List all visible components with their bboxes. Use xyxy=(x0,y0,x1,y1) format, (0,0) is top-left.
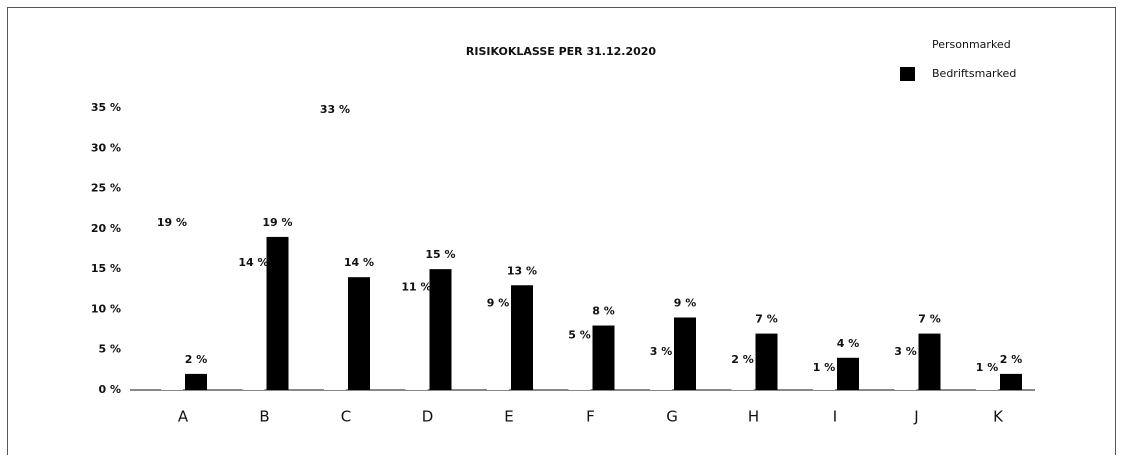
x-tick-label: C xyxy=(341,408,351,426)
bar xyxy=(650,365,672,390)
x-tick-label: K xyxy=(993,408,1004,426)
data-label: 1 % xyxy=(976,361,999,374)
bar xyxy=(324,124,346,390)
bar xyxy=(813,381,835,390)
y-tick-label: 10 % xyxy=(91,302,121,315)
x-tick-label: F xyxy=(586,408,595,426)
data-label: 9 % xyxy=(487,296,510,309)
data-label: 14 % xyxy=(238,256,268,269)
frame xyxy=(7,7,1116,455)
y-tick-label: 25 % xyxy=(91,182,121,195)
x-tick-label: G xyxy=(666,408,678,426)
data-label: 1 % xyxy=(813,361,836,374)
bar xyxy=(755,333,778,390)
legend-label: Bedriftsmarked xyxy=(932,67,1016,80)
data-label: 15 % xyxy=(425,248,455,261)
data-label: 14 % xyxy=(344,256,374,269)
x-tick-label: H xyxy=(748,408,759,426)
y-tick-label: 35 % xyxy=(91,101,121,114)
data-label: 4 % xyxy=(837,337,860,350)
data-label: 2 % xyxy=(185,353,208,366)
bar xyxy=(429,269,452,390)
bar xyxy=(185,373,207,390)
bar xyxy=(405,301,428,390)
data-label: 11 % xyxy=(401,280,431,293)
bar xyxy=(242,277,265,390)
data-label: 19 % xyxy=(157,216,187,229)
bar xyxy=(674,317,696,390)
y-tick-label: 20 % xyxy=(91,222,121,235)
data-label: 33 % xyxy=(320,103,350,116)
data-label: 7 % xyxy=(755,313,778,326)
data-label: 13 % xyxy=(507,264,537,277)
bar xyxy=(348,277,370,390)
x-tick-label: B xyxy=(259,408,269,426)
bar xyxy=(894,365,917,390)
bar xyxy=(511,285,533,390)
x-tick-label: I xyxy=(833,408,837,426)
x-tick-label: D xyxy=(422,408,434,426)
data-label: 9 % xyxy=(674,296,697,309)
x-tick-label: J xyxy=(913,408,918,426)
bar xyxy=(568,349,591,390)
bar xyxy=(976,381,998,390)
y-tick-label: 0 % xyxy=(98,383,121,396)
bar xyxy=(487,317,509,390)
x-tick-label: A xyxy=(178,408,189,426)
data-label: 2 % xyxy=(731,353,754,366)
data-label: 3 % xyxy=(650,345,673,358)
data-label: 8 % xyxy=(592,305,615,318)
legend-swatch xyxy=(900,38,915,52)
x-tick-label: E xyxy=(504,408,513,426)
bar xyxy=(1000,373,1022,390)
bar xyxy=(161,236,183,390)
chart-title: RISIKOKLASSE PER 31.12.2020 xyxy=(466,45,657,58)
bar xyxy=(266,236,289,390)
bar xyxy=(918,333,941,390)
y-tick-label: 30 % xyxy=(91,141,121,154)
y-tick-label: 5 % xyxy=(98,343,121,356)
data-label: 3 % xyxy=(894,345,917,358)
data-label: 7 % xyxy=(918,313,941,326)
bar xyxy=(837,357,859,390)
data-label: 19 % xyxy=(262,216,292,229)
data-label: 2 % xyxy=(1000,353,1023,366)
y-tick-label: 15 % xyxy=(91,262,121,275)
bar xyxy=(731,373,754,390)
legend-swatch xyxy=(900,67,915,81)
bar xyxy=(592,325,615,390)
data-label: 5 % xyxy=(568,329,591,342)
legend-label: Personmarked xyxy=(932,38,1011,51)
